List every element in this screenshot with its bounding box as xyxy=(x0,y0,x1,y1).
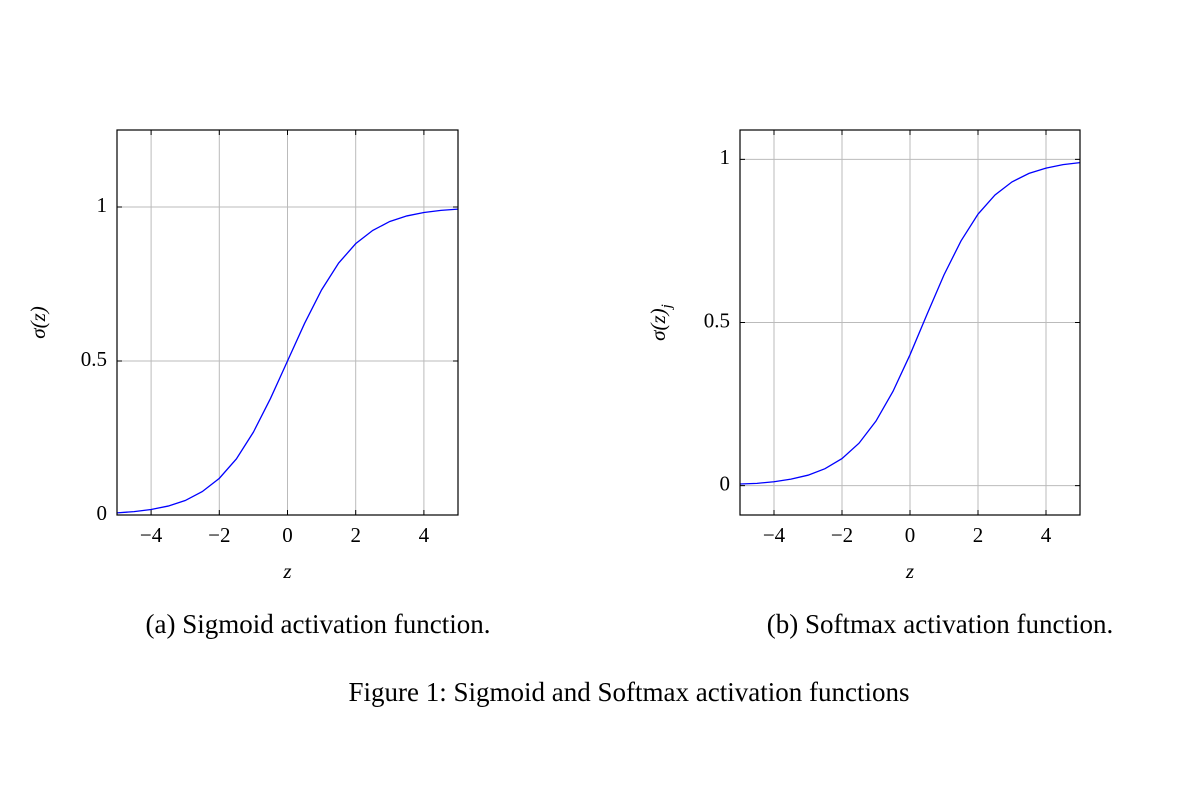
y-tick-label: 1 xyxy=(97,193,108,217)
plot-area xyxy=(117,208,458,514)
y-tick-label: 1 xyxy=(720,145,731,169)
x-tick-label: 2 xyxy=(973,523,984,547)
figure-caption: Figure 1: Sigmoid and Softmax activation… xyxy=(349,677,910,707)
x-tick-label: 4 xyxy=(1041,523,1052,547)
y-axis-label: σ(z) xyxy=(26,306,50,339)
line xyxy=(117,208,458,514)
y-axis-label-main: σ(z) xyxy=(646,308,670,341)
subfigure-caption: (b) Softmax activation function. xyxy=(767,609,1113,639)
subfigure-caption: (a) Sigmoid activation function. xyxy=(146,609,491,639)
x-axis-label: z xyxy=(282,559,291,583)
y-tick-label: 0.5 xyxy=(704,308,730,332)
x-tick-label: −4 xyxy=(140,523,163,547)
x-tick-label: 0 xyxy=(282,523,293,547)
y-tick-label: 0.5 xyxy=(81,347,107,371)
y-axis-label-main: σ(z) xyxy=(26,306,50,339)
x-tick-label: 2 xyxy=(350,523,361,547)
y-axis-label: σ(z)j xyxy=(646,304,676,341)
plot-area xyxy=(740,161,1080,485)
x-tick-label: 4 xyxy=(419,523,430,547)
y-axis-label-subscript: j xyxy=(659,304,675,310)
x-tick-label: −2 xyxy=(208,523,230,547)
plot-frame xyxy=(739,129,1081,516)
x-tick-label: −2 xyxy=(831,523,853,547)
line xyxy=(740,161,1080,485)
plot-frame xyxy=(116,129,459,516)
x-tick-label: −4 xyxy=(763,523,786,547)
x-tick-label: 0 xyxy=(905,523,916,547)
x-axis-label: z xyxy=(905,559,914,583)
y-tick-label: 0 xyxy=(97,501,108,525)
y-tick-label: 0 xyxy=(720,471,731,495)
